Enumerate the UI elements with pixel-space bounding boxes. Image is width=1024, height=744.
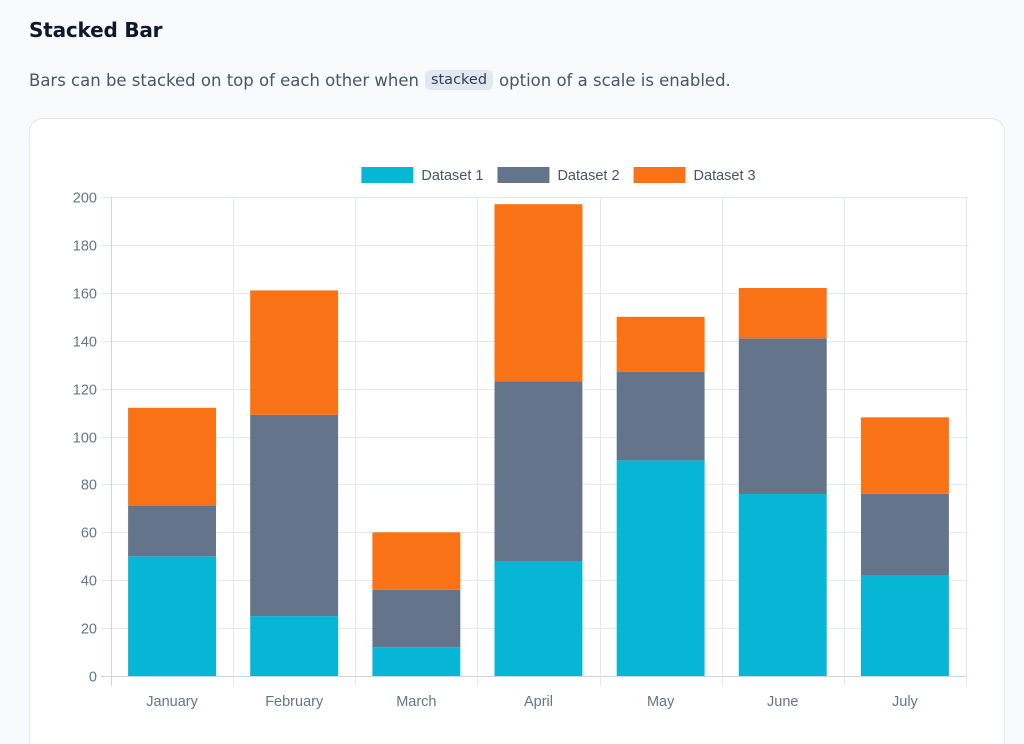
y-tick-label: 180	[73, 239, 97, 255]
bar-dataset-1-february[interactable]	[250, 616, 339, 676]
y-tick-label: 60	[81, 526, 97, 542]
bar-dataset-1-july[interactable]	[861, 575, 949, 676]
description-text-after: option of a scale is enabled.	[499, 70, 731, 90]
y-tick-label: 20	[81, 622, 97, 638]
section-description: Bars can be stacked on top of each other…	[29, 70, 731, 90]
axis-layer: 0 20 40 60 80 100 120 140 160 180 200 January Februa…	[73, 191, 919, 711]
bar-dataset-1-april[interactable]	[494, 561, 583, 676]
bar-dataset-2-june[interactable]	[738, 338, 827, 494]
y-tick-label: 200	[73, 191, 97, 207]
bar-dataset-2-may[interactable]	[616, 371, 705, 461]
bar-dataset-2-january[interactable]	[128, 506, 216, 557]
bar-dataset-3-march[interactable]	[372, 532, 461, 590]
x-tick-label: April	[524, 694, 553, 710]
bar-dataset-2-february[interactable]	[250, 414, 339, 617]
code-snippet-stacked: stacked	[424, 70, 494, 90]
legend-swatch	[361, 167, 414, 183]
legend-item-dataset-3[interactable]: Dataset 3	[633, 167, 756, 184]
y-tick-label: 160	[73, 287, 97, 303]
x-tick-label: March	[396, 694, 436, 710]
legend-swatch	[497, 167, 550, 183]
legend-label: Dataset 3	[694, 168, 756, 184]
bar-dataset-3-january[interactable]	[128, 407, 216, 506]
y-tick-label: 140	[73, 335, 97, 351]
bar-dataset-3-june[interactable]	[738, 288, 827, 339]
y-tick-label: 0	[89, 670, 97, 686]
x-tick-label: May	[647, 694, 675, 710]
y-tick-label: 100	[73, 431, 97, 447]
y-tick-label: 40	[81, 574, 97, 590]
bar-dataset-1-january[interactable]	[128, 556, 216, 677]
section-title: Stacked Bar	[29, 18, 163, 42]
legend-item-dataset-1[interactable]: Dataset 1	[361, 167, 483, 184]
bar-dataset-1-may[interactable]	[616, 460, 705, 676]
bar-dataset-3-april[interactable]	[494, 204, 583, 382]
legend-swatch	[633, 167, 686, 183]
bar-dataset-1-march[interactable]	[372, 647, 461, 676]
x-tick-label: July	[892, 694, 919, 710]
bar-dataset-3-july[interactable]	[861, 417, 949, 494]
bar-dataset-2-april[interactable]	[494, 381, 583, 561]
x-tick-label: June	[767, 694, 798, 710]
y-tick-label: 80	[81, 478, 97, 494]
legend-label: Dataset 2	[557, 168, 619, 184]
x-tick-label: February	[265, 694, 324, 710]
y-tick-label: 120	[73, 383, 97, 399]
legend-item-dataset-2[interactable]: Dataset 2	[497, 167, 620, 184]
legend-label: Dataset 1	[421, 168, 483, 184]
bars-layer	[128, 204, 949, 677]
x-tick-label: January	[146, 694, 198, 710]
legend[interactable]: Dataset 1 Dataset 2 Dataset 3	[361, 167, 756, 184]
description-text-before: Bars can be stacked on top of each other…	[29, 70, 419, 90]
bar-dataset-3-february[interactable]	[250, 290, 339, 415]
bar-dataset-1-june[interactable]	[738, 494, 827, 676]
bar-dataset-2-march[interactable]	[372, 589, 461, 648]
bar-dataset-2-july[interactable]	[861, 494, 949, 576]
bar-dataset-3-may[interactable]	[616, 316, 705, 372]
